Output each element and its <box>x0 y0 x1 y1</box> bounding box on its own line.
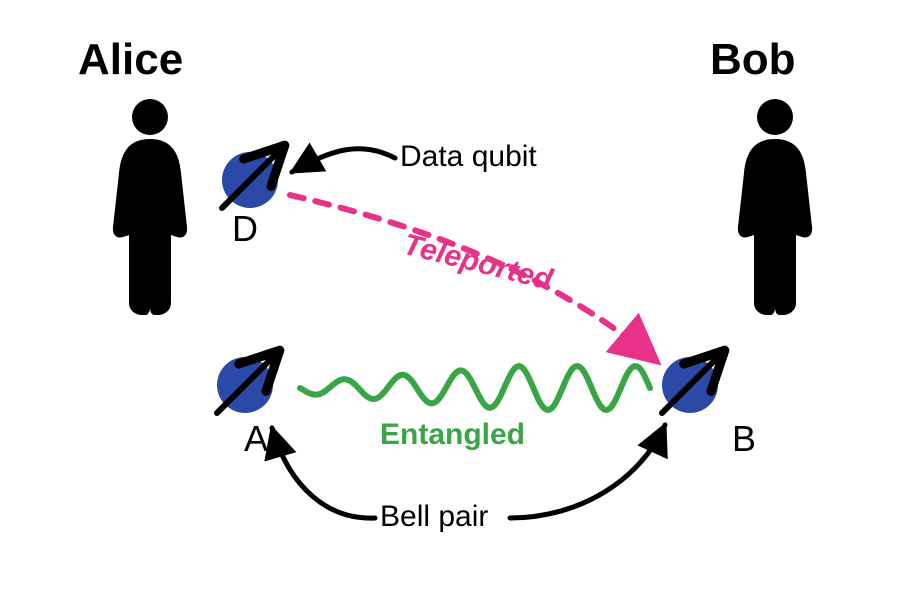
qubit-d-letter: D <box>232 208 258 250</box>
bellpair-pointer-right <box>510 425 665 518</box>
bellpair-pointer-left <box>272 428 375 518</box>
data-qubit-label: Data qubit <box>400 140 537 174</box>
alice-label: Alice <box>78 35 183 85</box>
qubit-b <box>662 353 722 413</box>
bob-label: Bob <box>710 35 796 85</box>
qubit-d <box>222 148 282 208</box>
qubit-a <box>217 353 277 413</box>
data-qubit-pointer <box>292 149 395 172</box>
qubit-a-letter: A <box>244 418 268 460</box>
entangled-wave <box>300 366 650 410</box>
qubit-b-letter: B <box>732 418 756 460</box>
entangled-label: Entangled <box>380 418 525 452</box>
bell-pair-label: Bell pair <box>380 500 488 534</box>
